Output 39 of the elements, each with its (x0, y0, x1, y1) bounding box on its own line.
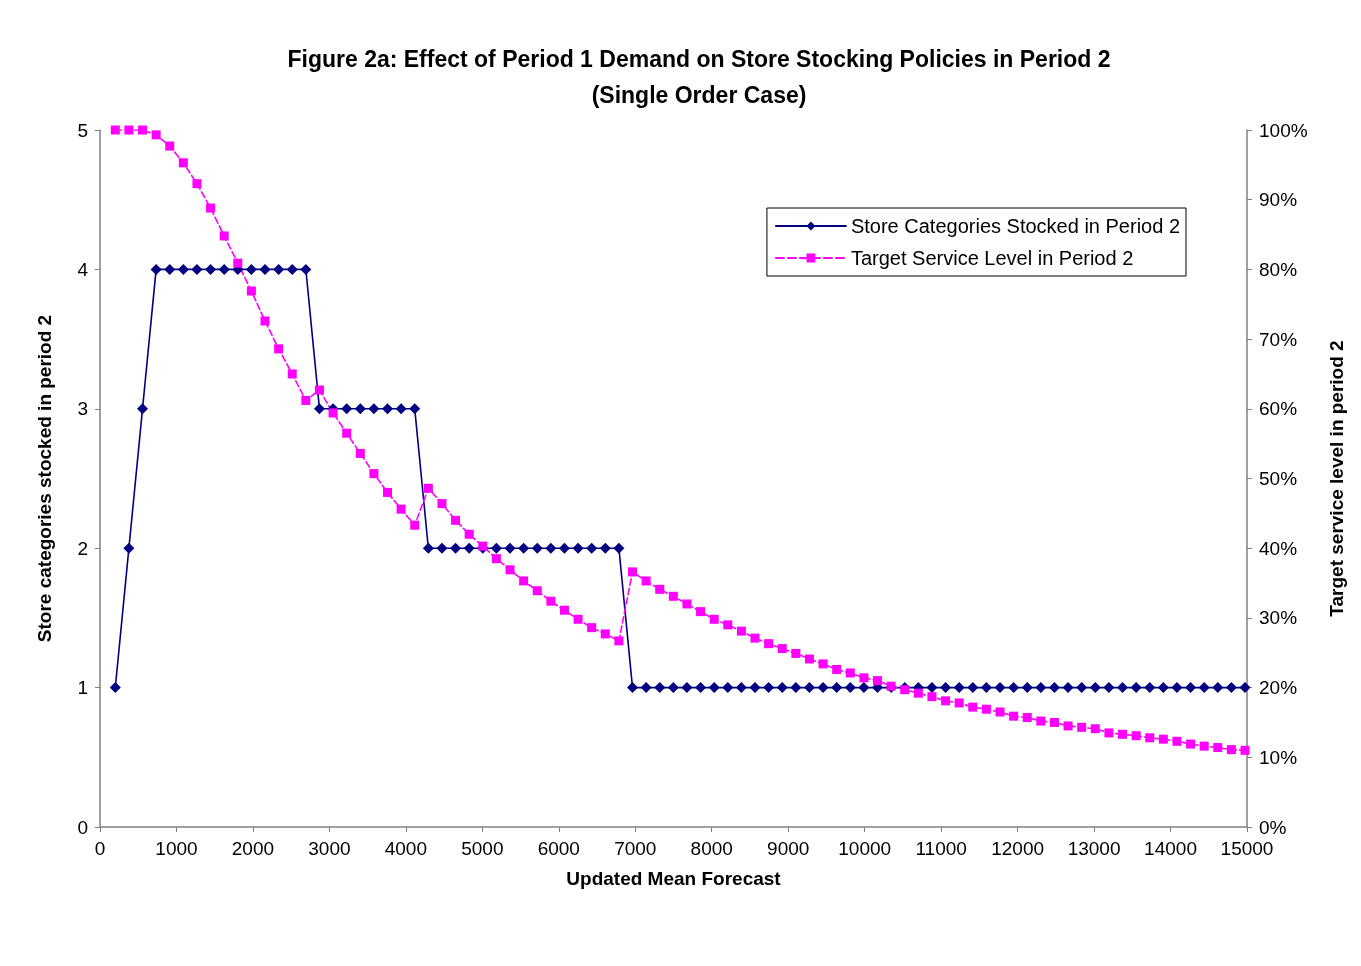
y2-axis-title: Target service level in period 2 (1326, 340, 1347, 617)
y2-tick-label: 100% (1259, 119, 1308, 141)
y-tick-label: 2 (77, 537, 88, 559)
y2-tick-label: 90% (1259, 189, 1298, 211)
x-tick-label: 7000 (614, 838, 657, 859)
y2-tick-label: 80% (1259, 258, 1298, 280)
x-tick-label: 1000 (155, 838, 198, 859)
x-tick-label: 4000 (384, 838, 428, 859)
chart-title: Figure 2a: Effect of Period 1 Demand on Store Stocking Policies in Period 2 (Single Order Case) (287, 46, 1111, 108)
y-tick-label: 1 (77, 677, 88, 699)
y2-tick-label: 20% (1259, 677, 1298, 699)
y2-tick-label: 60% (1259, 398, 1298, 420)
x-tick-label: 6000 (537, 838, 580, 859)
y-tick-label: 4 (77, 258, 89, 280)
x-tick-label: 14000 (1144, 838, 1197, 859)
x-tick-label: 11000 (915, 838, 967, 859)
x-tick-label: 2000 (231, 838, 275, 859)
x-tick-label: 10000 (838, 838, 892, 859)
legend-label: Store Categories Stocked in Period 2 (850, 215, 1181, 237)
x-tick-label: 8000 (690, 838, 733, 859)
y2-tick-label: 50% (1259, 468, 1298, 489)
y-tick-label: 0 (77, 816, 88, 838)
x-tick-label: 9000 (767, 838, 810, 859)
x-tick-label: 0 (94, 838, 106, 859)
y2-tick-label: 30% (1259, 607, 1298, 629)
x-axis-title: Updated Mean Forecast (566, 868, 782, 889)
y-tick-label: 3 (77, 398, 88, 420)
x-tick-label: 5000 (461, 838, 504, 859)
x-tick-label: 3000 (308, 838, 351, 859)
y2-tick-label: 40% (1259, 537, 1298, 559)
x-tick-label: 15000 (1220, 838, 1274, 859)
y2-tick-label: 10% (1259, 746, 1298, 768)
y2-tick-label: 70% (1259, 328, 1298, 350)
x-tick-label: 13000 (1067, 838, 1121, 859)
y-axis-title: Store categories stocked in period 2 (34, 314, 55, 643)
x-tick-label: 12000 (991, 838, 1045, 859)
y-tick-label: 5 (77, 119, 88, 141)
y2-tick-label: 0% (1259, 816, 1287, 838)
legend-label: Target Service Level in Period 2 (850, 247, 1134, 269)
